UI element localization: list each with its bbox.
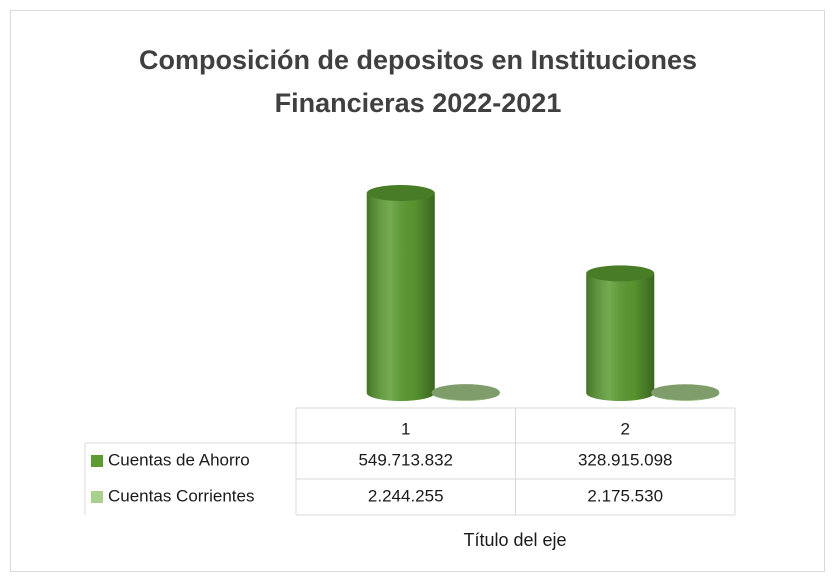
- chart-title: Composición de depositos en Institucione…: [139, 45, 697, 75]
- bar-top: [586, 265, 655, 282]
- data-label: 549.713.832: [358, 450, 453, 469]
- legend-label: Cuentas Corrientes: [108, 486, 254, 505]
- bar-top: [651, 384, 720, 401]
- x-axis-title: Título del eje: [463, 530, 566, 550]
- chart-title: Financieras 2022-2021: [275, 88, 562, 118]
- bar-shade: [586, 273, 655, 401]
- bar-top: [431, 384, 500, 401]
- bar-top: [366, 185, 435, 201]
- legend-swatch: [91, 455, 103, 467]
- x-tick-label: 1: [401, 419, 410, 438]
- data-label: 2.175.530: [587, 486, 663, 505]
- data-label: 2.244.255: [368, 486, 444, 505]
- bar-shade: [366, 193, 435, 401]
- legend-label: Cuentas de Ahorro: [108, 450, 250, 469]
- legend-swatch: [91, 491, 103, 503]
- x-tick-label: 2: [621, 419, 630, 438]
- data-label: 328.915.098: [578, 450, 673, 469]
